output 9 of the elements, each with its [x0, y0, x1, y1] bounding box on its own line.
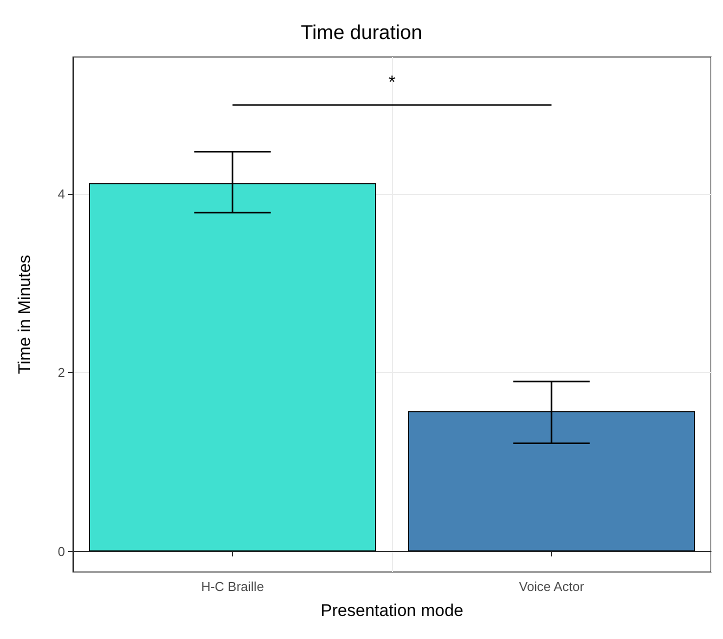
chart-title: Time duration [300, 22, 422, 44]
y-tick-label: 2 [58, 365, 65, 380]
x-axis-title: Presentation mode [320, 601, 464, 620]
annotation: * [388, 72, 396, 92]
x-tick-label: H-C Braille [201, 579, 264, 594]
x-tick-label: Voice Actor [518, 579, 585, 594]
y-tick-label: 4 [58, 186, 65, 202]
y-axis-title: Time in Minutes [15, 254, 34, 374]
y-tick-label: 0 [58, 544, 65, 559]
